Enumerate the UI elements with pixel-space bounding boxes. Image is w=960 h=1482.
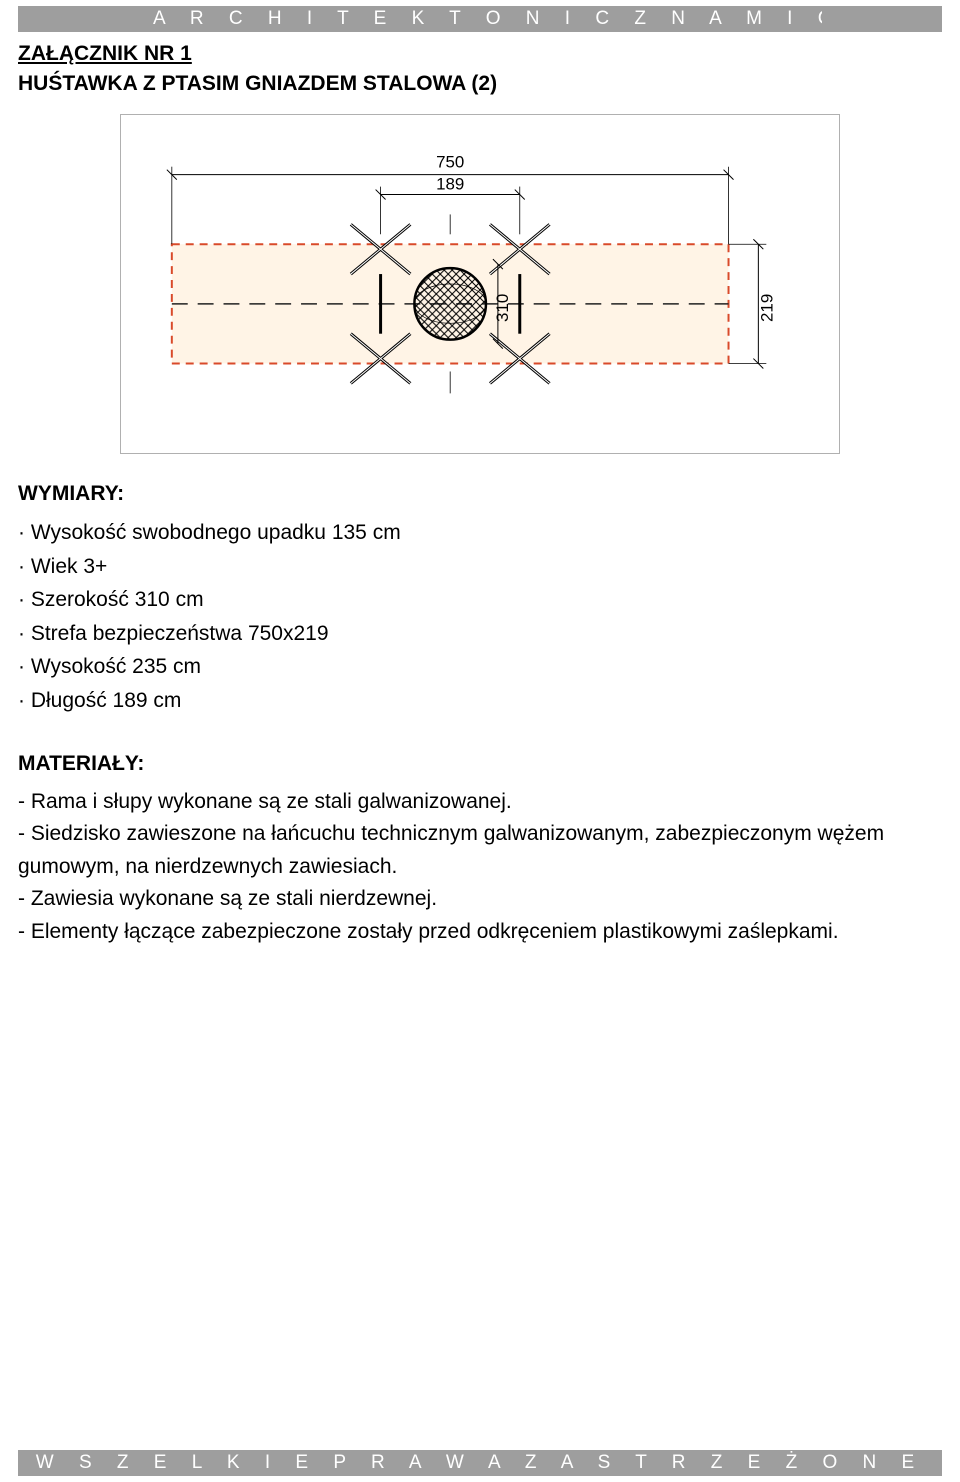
dim-219: 219 — [729, 239, 777, 368]
specs-list: Wysokość swobodnego upadku 135 cm Wiek 3… — [18, 516, 942, 718]
spec-item: Strefa bezpieczeństwa 750x219 — [18, 617, 942, 651]
page: P R A C O W N I A A R C H I T E K T O N … — [0, 0, 960, 1482]
attachment-title: ZAŁĄCZNIK NR 1 — [18, 42, 942, 66]
spec-item: Wiek 3+ — [18, 550, 942, 584]
materials-list: - Rama i słupy wykonane są ze stali galw… — [18, 786, 942, 949]
header-bar: P R A C O W N I A A R C H I T E K T O N … — [18, 6, 942, 32]
dim-310-label: 310 — [493, 294, 512, 322]
dim-750-label: 750 — [436, 153, 464, 172]
material-line: - Siedzisko zawieszone na łańcuchu techn… — [18, 818, 942, 883]
figure-svg: 750 189 — [121, 115, 839, 453]
materials-heading: MATERIAŁY: — [18, 752, 942, 776]
header-left-cap — [18, 6, 138, 32]
specs-heading: WYMIARY: — [18, 482, 942, 506]
figure-frame: 750 189 — [120, 114, 840, 454]
dim-189-label: 189 — [436, 175, 464, 194]
footer-bar: W S Z E L K I E P R A W A Z A S T R Z E … — [18, 1450, 942, 1476]
material-line: - Zawiesia wykonane są ze stali nierdzew… — [18, 883, 942, 916]
subtitle: HUŚTAWKA Z PTASIM GNIAZDEM STALOWA (2) — [18, 72, 942, 96]
material-line: - Rama i słupy wykonane są ze stali galw… — [18, 786, 942, 819]
nest-seat — [414, 268, 486, 340]
spec-item: Szerokość 310 cm — [18, 583, 942, 617]
header-title: P R A C O W N I A A R C H I T E K T O N … — [0, 8, 960, 30]
spec-item: Długość 189 cm — [18, 684, 942, 718]
footer-title: W S Z E L K I E P R A W A Z A S T R Z E … — [36, 1452, 924, 1474]
spec-item: Wysokość swobodnego upadku 135 cm — [18, 516, 942, 550]
dim-219-label: 219 — [757, 294, 776, 322]
material-line: - Elementy łączące zabezpieczone zostały… — [18, 916, 942, 949]
content: ZAŁĄCZNIK NR 1 HUŚTAWKA Z PTASIM GNIAZDE… — [18, 36, 942, 948]
header-right-cap — [822, 6, 942, 32]
spec-item: Wysokość 235 cm — [18, 650, 942, 684]
